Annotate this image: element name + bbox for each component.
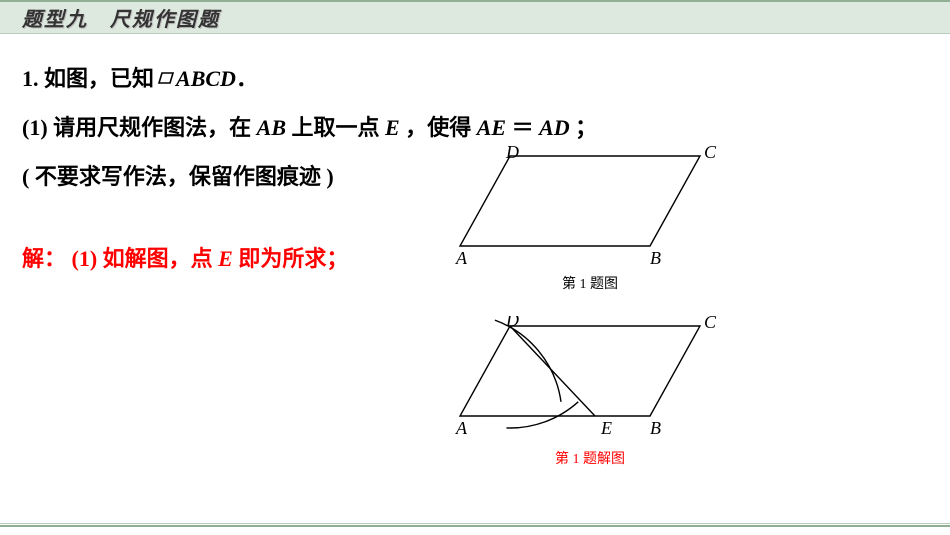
svg-text:E: E — [600, 418, 612, 438]
svg-text:C: C — [704, 316, 717, 332]
header-bar: 题型九 尺规作图题 — [0, 0, 950, 34]
figure-1: A B C D 第 1 题图 — [450, 146, 730, 293]
figure-2-caption: 第 1 题解图 — [450, 448, 730, 468]
svg-text:D: D — [505, 316, 519, 330]
text: 上取一点 — [286, 115, 385, 140]
figure-2: A B C D E 第 1 题解图 — [450, 316, 730, 468]
problem-line-1: 1. 如图，已知 ABCD． — [22, 62, 928, 95]
segment-ad: AD — [539, 115, 570, 140]
answer-prefix: 解： (1) 如解图，点 — [22, 246, 218, 271]
parallelogram-symbol — [156, 60, 174, 72]
problem-line-2: (1) 请用尺规作图法，在 AB 上取一点 E ，使得 AE ＝ AD ； — [22, 111, 928, 144]
figure-1-caption: 第 1 题图 — [450, 273, 730, 293]
footer-line — [0, 523, 950, 527]
figure-1-svg: A B C D — [450, 146, 720, 266]
point-e: E — [385, 115, 400, 140]
text: (1) 请用尺规作图法，在 — [22, 115, 257, 140]
svg-text:B: B — [650, 418, 661, 438]
figure-2-svg: A B C D E — [450, 316, 720, 441]
header-title: 题型九 尺规作图题 — [22, 3, 220, 32]
svg-text:C: C — [704, 146, 717, 162]
text: ； — [570, 115, 598, 140]
answer-suffix: 即为所求； — [233, 246, 349, 271]
equals: ＝ — [506, 115, 539, 140]
segment-ab: AB — [257, 115, 286, 140]
text-suffix: ． — [236, 66, 258, 91]
content-area: 1. 如图，已知ABCD． (1) 请用尺规作图法，在 AB 上取一点 E ，使… — [0, 34, 950, 273]
text: ，使得 — [400, 115, 477, 140]
svg-text:A: A — [455, 418, 468, 438]
svg-text:A: A — [455, 248, 468, 266]
shape-name: ABCD — [176, 66, 236, 91]
answer-point-e: E — [218, 246, 233, 271]
svg-text:D: D — [505, 146, 519, 162]
text-prefix: 1. 如图，已知 — [22, 66, 154, 91]
segment-ae: AE — [477, 115, 506, 140]
svg-text:B: B — [650, 248, 661, 266]
